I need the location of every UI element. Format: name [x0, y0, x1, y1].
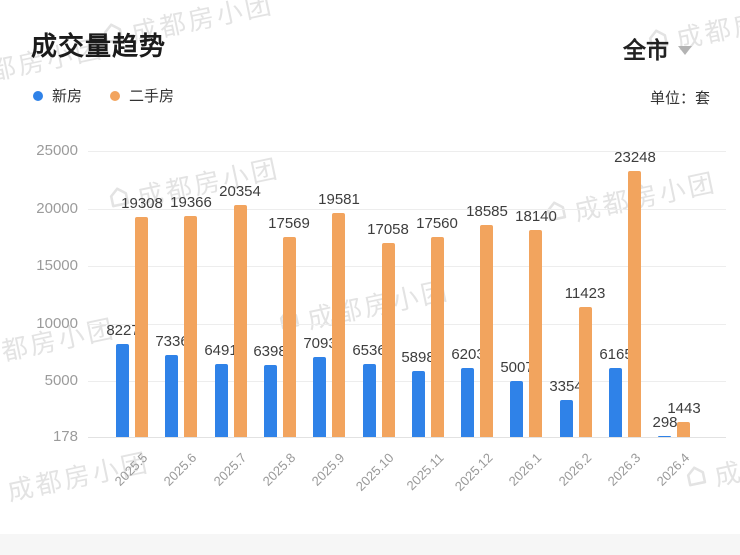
x-axis-label-2025-6: 2025.6 [160, 450, 200, 489]
x-axis-label-2026-1: 2026.1 [505, 450, 545, 489]
bar-value-label-new-homes-2025-10: 6536 [352, 342, 386, 359]
bar-value-label-new-homes-2025-7: 6491 [204, 342, 238, 359]
legend: 新房 二手房 [33, 85, 174, 106]
x-axis-label-2025-7: 2025.7 [210, 450, 250, 489]
bar-resale-homes-2026-2 [579, 307, 592, 437]
bar-value-label-new-homes-2025-6: 7336 [155, 333, 189, 350]
bar-value-label-resale-homes-2025-12: 18585 [466, 203, 508, 220]
bar-new-homes-2026-3 [609, 368, 622, 437]
bar-value-label-resale-homes-2025-5: 19308 [121, 195, 163, 212]
y-axis-tick-label: 178 [52, 428, 78, 445]
legend-dot-resale-homes [110, 90, 121, 101]
bar-value-label-new-homes-2025-12: 6203 [451, 346, 485, 363]
bar-value-label-new-homes-2025-11: 5898 [401, 349, 435, 366]
x-axis-label-2026-3: 2026.3 [604, 450, 644, 489]
bar-new-homes-2026-4 [658, 435, 671, 437]
bar-resale-homes-2026-4 [677, 422, 690, 437]
y-axis-tick-label: 10000 [36, 315, 78, 332]
x-axis-label-2025-10: 2025.10 [352, 450, 397, 494]
bar-resale-homes-2025-9 [332, 213, 345, 437]
bar-value-label-resale-homes-2025-7: 20354 [219, 183, 261, 200]
page-background-strip [0, 534, 740, 555]
x-axis-label-2025-11: 2025.11 [403, 450, 447, 494]
x-axis-label-2025-9: 2025.9 [308, 450, 348, 489]
gridline [88, 381, 726, 382]
gridline [88, 151, 726, 152]
bar-resale-homes-2025-11 [431, 236, 444, 437]
x-axis-label-2025-5: 2025.5 [111, 450, 151, 489]
bar-new-homes-2026-2 [560, 400, 573, 437]
y-axis-tick-label: 20000 [36, 200, 78, 217]
bar-resale-homes-2025-7 [234, 204, 247, 437]
bar-resale-homes-2025-8 [283, 236, 296, 437]
y-axis-tick-label: 25000 [36, 142, 78, 159]
bar-resale-homes-2025-12 [480, 224, 493, 437]
bar-value-label-new-homes-2026-1: 5007 [500, 359, 534, 376]
bar-new-homes-2025-11 [412, 371, 425, 437]
legend-dot-new-homes [33, 90, 43, 101]
region-selector[interactable]: 全市 [623, 31, 692, 65]
bar-value-label-resale-homes-2025-9: 19581 [318, 191, 360, 208]
bar-value-label-new-homes-2026-2: 3354 [549, 378, 583, 395]
bar-value-label-resale-homes-2026-1: 18140 [515, 208, 557, 225]
bar-value-label-resale-homes-2025-6: 19366 [170, 194, 212, 211]
bar-value-label-new-homes-2026-4: 298 [652, 414, 678, 431]
unit-label: 单位：套 [649, 90, 710, 107]
x-axis-label-2026-4: 2026.4 [653, 450, 693, 489]
bar-new-homes-2025-9 [313, 357, 326, 437]
bar-value-label-resale-homes-2026-2: 11423 [564, 285, 606, 302]
x-axis-label-2025-12: 2025.12 [451, 450, 496, 494]
legend-item-resale-homes[interactable]: 二手房 [110, 85, 174, 106]
bar-value-label-resale-homes-2026-4: 1443 [667, 400, 701, 417]
legend-label-new-homes: 新房 [52, 88, 83, 105]
bar-resale-homes-2026-1 [529, 230, 542, 437]
bar-value-label-resale-homes-2025-10: 17058 [367, 221, 409, 238]
bar-value-label-new-homes-2026-3: 6165 [599, 346, 633, 363]
bar-resale-homes-2025-10 [382, 242, 395, 437]
y-axis-tick-label: 5000 [44, 372, 78, 389]
x-axis-label-2026-2: 2026.2 [555, 450, 595, 489]
gridline [88, 266, 726, 267]
bar-new-homes-2025-8 [264, 365, 277, 437]
bar-new-homes-2025-10 [363, 363, 376, 437]
gridline [88, 209, 726, 210]
bar-new-homes-2025-7 [215, 364, 228, 437]
bar-resale-homes-2026-3 [628, 171, 641, 437]
bar-new-homes-2025-6 [165, 354, 178, 437]
bar-value-label-resale-homes-2025-11: 17560 [416, 215, 458, 232]
bar-new-homes-2025-5 [116, 344, 129, 437]
y-axis-tick-label: 15000 [36, 257, 78, 274]
gridline [88, 324, 726, 325]
chevron-down-icon [678, 46, 692, 55]
x-axis-line [88, 437, 726, 438]
bar-value-label-resale-homes-2025-8: 17569 [268, 215, 310, 232]
bar-resale-homes-2025-6 [184, 215, 197, 437]
region-selector-label: 全市 [623, 37, 669, 63]
x-axis-label-2025-8: 2025.8 [259, 450, 299, 489]
bar-resale-homes-2025-5 [135, 216, 148, 437]
bar-new-homes-2026-1 [510, 381, 523, 437]
bar-value-label-new-homes-2025-8: 6398 [253, 343, 287, 360]
bar-value-label-resale-homes-2026-3: 23248 [614, 149, 656, 166]
page-title: 成交量趋势 [31, 31, 167, 61]
legend-item-new-homes[interactable]: 新房 [33, 85, 82, 106]
legend-label-resale-homes: 二手房 [129, 88, 175, 105]
bar-new-homes-2025-12 [461, 367, 474, 437]
bar-value-label-new-homes-2025-5: 8227 [106, 322, 140, 339]
bar-value-label-new-homes-2025-9: 7093 [303, 335, 337, 352]
